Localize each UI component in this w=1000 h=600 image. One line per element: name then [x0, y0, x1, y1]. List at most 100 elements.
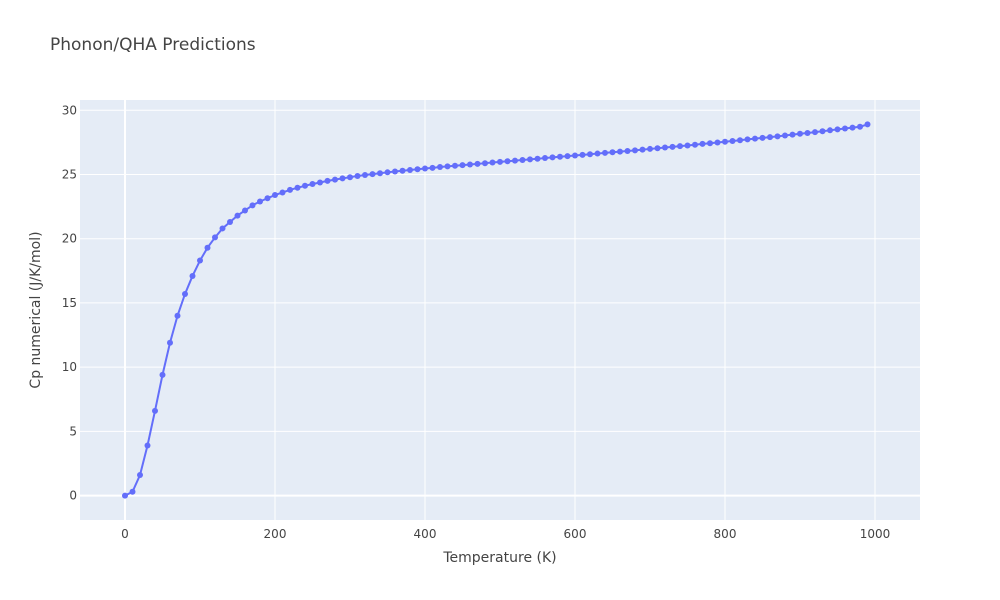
data-point[interactable] — [579, 151, 586, 158]
data-point[interactable] — [422, 165, 428, 172]
data-point[interactable] — [819, 128, 826, 135]
data-point[interactable] — [632, 147, 638, 154]
data-point[interactable] — [407, 167, 413, 173]
data-point[interactable] — [849, 124, 856, 131]
data-point[interactable] — [504, 158, 511, 165]
data-point[interactable] — [234, 212, 241, 219]
data-point[interactable] — [782, 132, 788, 139]
data-point[interactable] — [452, 162, 458, 169]
data-point[interactable] — [602, 149, 608, 156]
data-point[interactable] — [759, 134, 766, 141]
data-point[interactable] — [227, 219, 233, 226]
data-point[interactable] — [647, 145, 653, 152]
data-point[interactable] — [519, 156, 526, 163]
data-point[interactable] — [392, 168, 398, 175]
data-point[interactable] — [804, 130, 811, 137]
data-point[interactable] — [542, 155, 548, 162]
data-point[interactable] — [624, 147, 631, 154]
data-point[interactable] — [557, 153, 563, 160]
data-point[interactable] — [249, 202, 256, 209]
data-point[interactable] — [332, 176, 338, 183]
data-point[interactable] — [347, 174, 353, 181]
data-point[interactable] — [662, 144, 668, 151]
data-point[interactable] — [534, 155, 541, 162]
data-point[interactable] — [444, 163, 451, 170]
data-point[interactable] — [609, 149, 616, 156]
data-point[interactable] — [497, 158, 503, 165]
data-point[interactable] — [302, 182, 308, 189]
data-point[interactable] — [264, 195, 271, 202]
data-point[interactable] — [399, 167, 406, 174]
data-point[interactable] — [429, 164, 436, 171]
data-point[interactable] — [699, 140, 706, 147]
data-point[interactable] — [729, 137, 736, 144]
data-point[interactable] — [707, 140, 713, 147]
data-point[interactable] — [437, 164, 443, 171]
data-point[interactable] — [279, 189, 286, 196]
data-point[interactable] — [617, 148, 623, 155]
data-point[interactable] — [834, 126, 841, 133]
data-point[interactable] — [377, 170, 383, 177]
data-point[interactable] — [722, 138, 728, 145]
data-point[interactable] — [692, 141, 698, 148]
data-point[interactable] — [744, 136, 751, 143]
data-point[interactable] — [362, 172, 368, 179]
data-point[interactable] — [122, 492, 128, 499]
data-point[interactable] — [294, 184, 301, 191]
data-point[interactable] — [317, 179, 323, 186]
data-point[interactable] — [789, 131, 796, 138]
data-point[interactable] — [272, 192, 278, 199]
data-point[interactable] — [482, 160, 488, 167]
data-point[interactable] — [527, 156, 533, 163]
data-point[interactable] — [752, 135, 758, 142]
data-point[interactable] — [174, 312, 181, 319]
data-point[interactable] — [204, 244, 211, 251]
data-point[interactable] — [384, 169, 391, 176]
data-point[interactable] — [774, 133, 781, 140]
data-point[interactable] — [324, 177, 331, 184]
data-point[interactable] — [189, 272, 196, 279]
data-point[interactable] — [152, 407, 158, 414]
data-point[interactable] — [219, 225, 226, 232]
data-point[interactable] — [639, 146, 646, 153]
data-point[interactable] — [654, 145, 661, 152]
data-point[interactable] — [167, 339, 173, 346]
data-point[interactable] — [369, 171, 376, 178]
data-point[interactable] — [827, 127, 833, 134]
data-point[interactable] — [474, 160, 481, 167]
data-point[interactable] — [257, 198, 263, 205]
data-point[interactable] — [197, 257, 203, 264]
data-point[interactable] — [684, 142, 691, 149]
data-point[interactable] — [564, 153, 571, 160]
data-point[interactable] — [512, 157, 518, 164]
data-point[interactable] — [572, 152, 578, 159]
data-point[interactable] — [594, 150, 601, 157]
data-point[interactable] — [767, 134, 773, 141]
data-point[interactable] — [489, 159, 496, 166]
data-point[interactable] — [812, 129, 818, 136]
data-point[interactable] — [287, 186, 293, 193]
data-point[interactable] — [669, 143, 676, 150]
data-point[interactable] — [129, 488, 136, 495]
data-point[interactable] — [159, 371, 166, 378]
data-point[interactable] — [459, 162, 466, 169]
data-point[interactable] — [842, 125, 848, 132]
data-point[interactable] — [182, 290, 188, 297]
data-point[interactable] — [137, 472, 143, 479]
data-point[interactable] — [339, 175, 346, 182]
data-point[interactable] — [309, 181, 316, 187]
data-point[interactable] — [737, 137, 743, 144]
data-point[interactable] — [144, 442, 151, 449]
data-point[interactable] — [857, 123, 863, 130]
data-point[interactable] — [212, 234, 218, 241]
data-point[interactable] — [414, 166, 421, 173]
data-point[interactable] — [467, 161, 473, 168]
data-point[interactable] — [714, 139, 721, 146]
data-point[interactable] — [587, 151, 593, 158]
data-point[interactable] — [354, 173, 361, 180]
data-point[interactable] — [549, 154, 556, 161]
data-point[interactable] — [242, 207, 248, 214]
data-point[interactable] — [797, 130, 803, 137]
data-point[interactable] — [864, 121, 871, 128]
data-point[interactable] — [677, 143, 683, 150]
